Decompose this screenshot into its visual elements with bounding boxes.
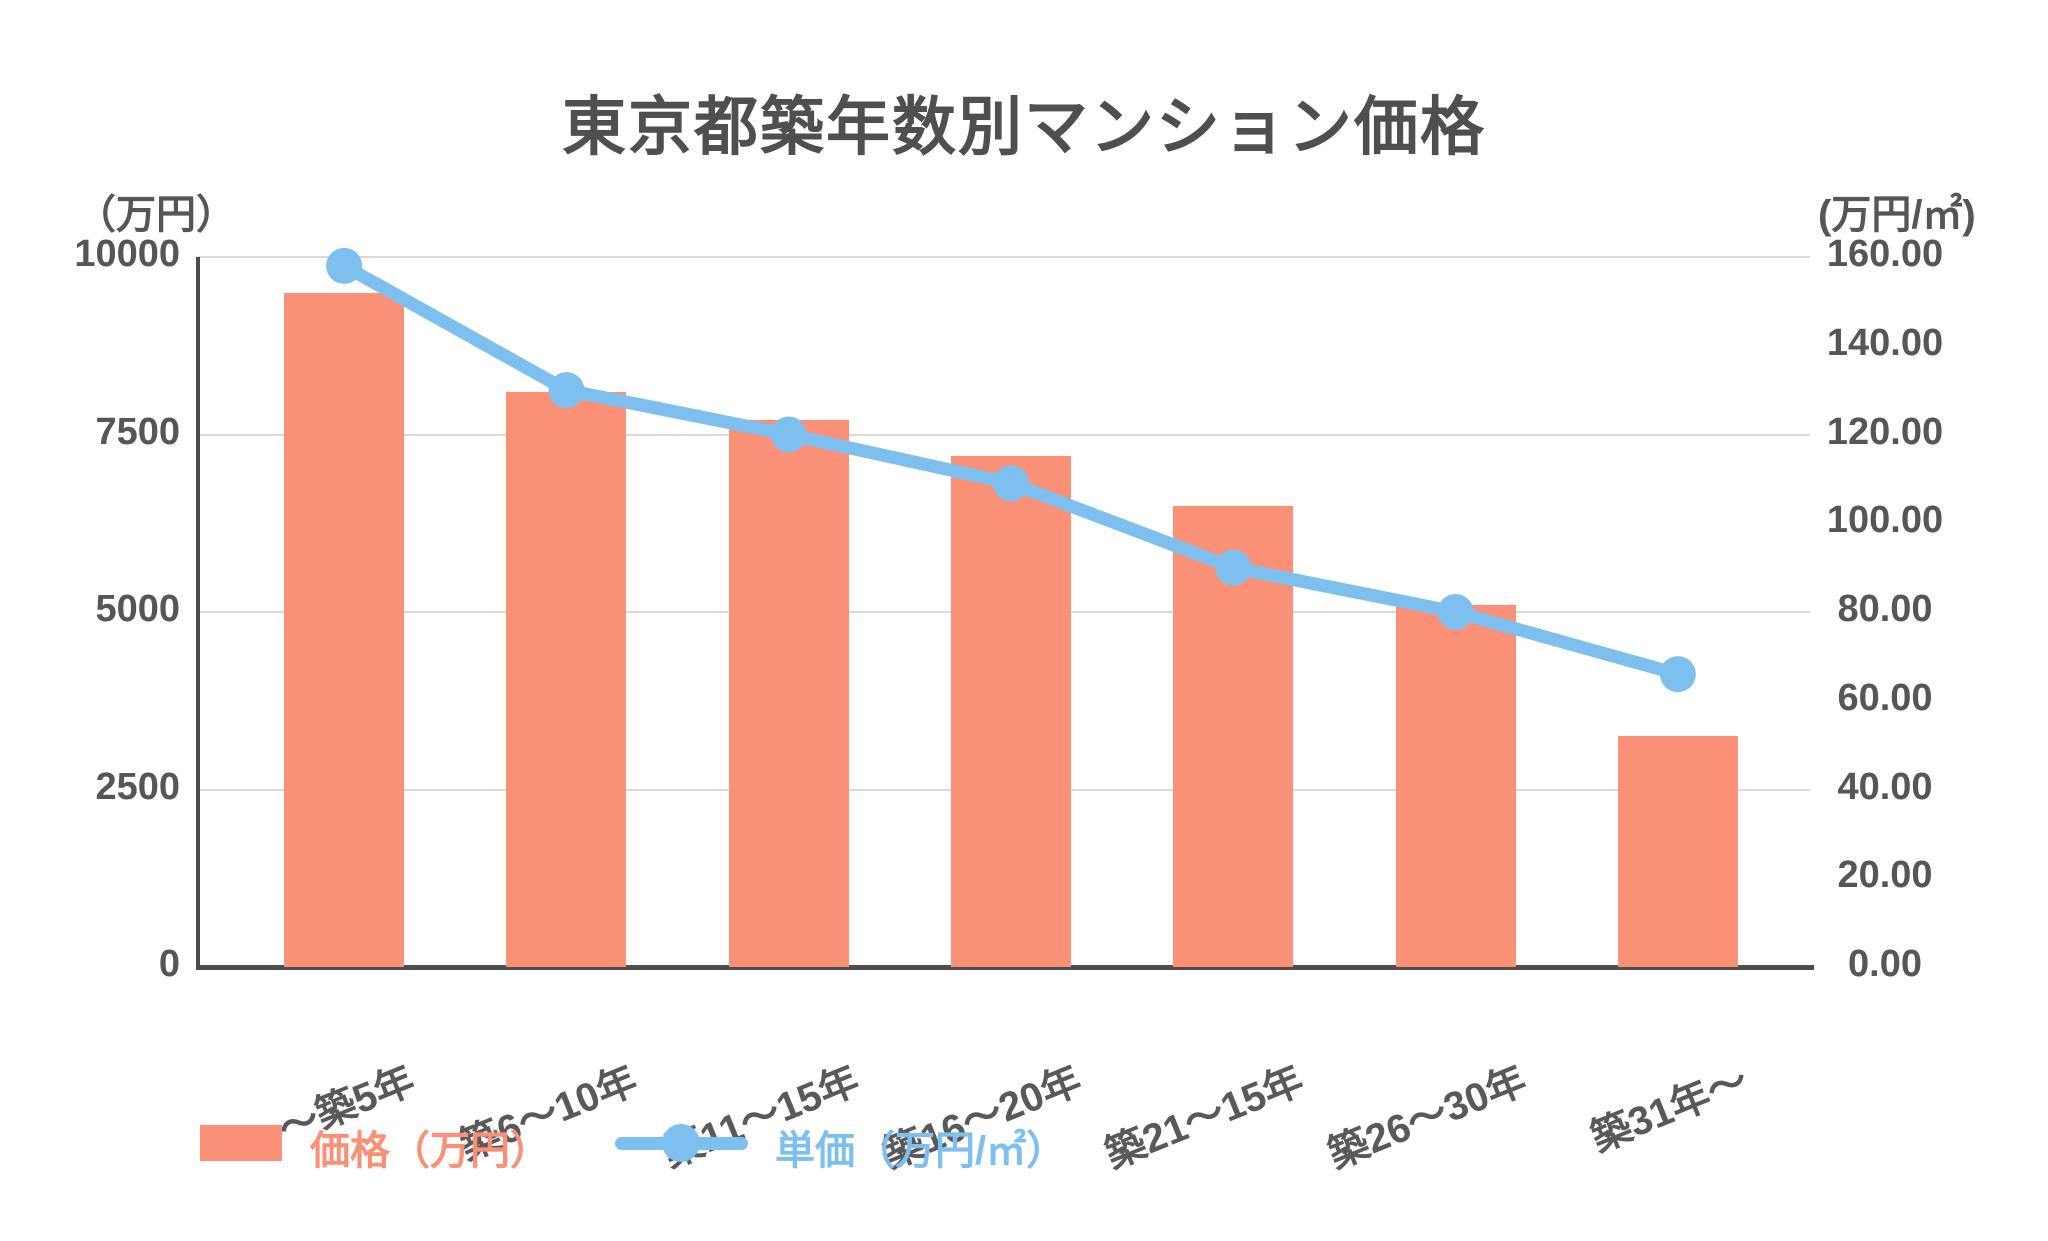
left-tick-label: 7500 [95,410,180,453]
left-tick-label: 0 [158,943,180,985]
price-bar [728,420,849,967]
x-category-label: 築31年～ [1585,1058,1755,1161]
price-bar [1173,505,1294,967]
legend-price-label: 価格（万円） [310,1129,550,1173]
gridline [198,433,1810,436]
price-bar [951,455,1071,967]
right-tick-label: 160.00 [1826,233,1944,275]
right-tick-label: 120.00 [1826,410,1944,453]
y-axis-line [196,257,200,967]
line-point-marker [1659,656,1696,693]
right-tick-label: 40.00 [1837,765,1933,808]
legend-price-swatch [200,1125,282,1161]
right-tick-label: 140.00 [1826,321,1944,364]
right-tick-label: 100.00 [1826,499,1944,542]
left-axis-unit-label: （万円） [76,193,236,237]
left-tick-label: 5000 [95,588,180,630]
right-tick-label: 60.00 [1837,676,1933,719]
right-axis-unit-label: (万円/㎡) [1818,193,1976,237]
x-category-label: 築26～30年 [1321,1058,1533,1178]
price-bar [1395,604,1516,967]
left-tick-label: 2500 [95,765,180,808]
gridline [198,256,1810,258]
price-bar [506,391,627,967]
price-bar [284,292,405,967]
line-point-marker [326,247,363,284]
left-tick-label: 10000 [74,233,180,275]
x-category-label: 築21～15年 [1099,1058,1310,1178]
right-tick-label: 0.00 [1848,943,1922,985]
legend-unit-label: 単価（万円/㎡） [775,1129,1067,1173]
price-bar [1617,736,1738,967]
right-tick-label: 80.00 [1837,588,1933,630]
chart-title: 東京都築年数別マンション価格 [562,91,1486,163]
x-axis-line [196,965,1814,970]
legend-unit-dot-marker [662,1124,700,1162]
right-tick-label: 20.00 [1837,854,1933,897]
